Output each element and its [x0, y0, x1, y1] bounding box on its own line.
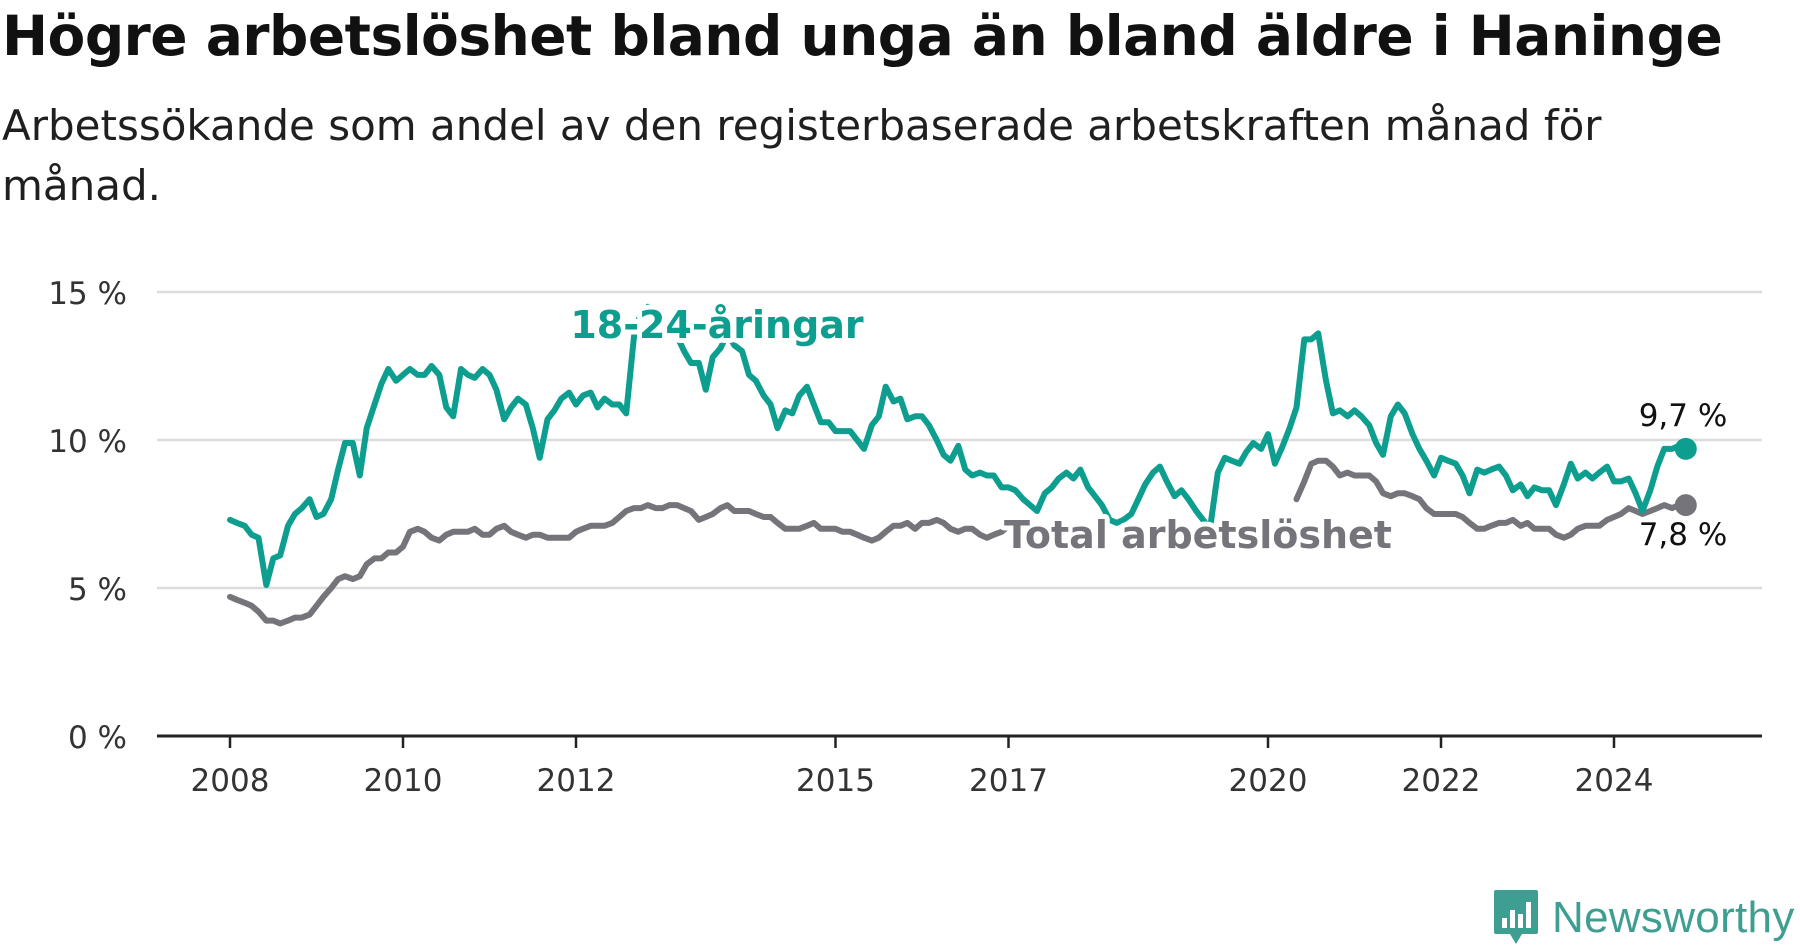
x-tick-label: 2008 [191, 763, 270, 799]
x-tick-label: 2010 [364, 763, 443, 799]
end-point-total [1674, 494, 1697, 517]
x-tick-label: 2012 [537, 763, 616, 799]
total-end-value-label: 7,8 % [1639, 517, 1728, 553]
chart-title: Högre arbetslöshet bland unga än bland ä… [2, 4, 1723, 68]
newsworthy-logo[interactable]: Newsworthy [1492, 888, 1795, 948]
end-point-youth [1674, 437, 1697, 460]
series-label-youth: 18-24-åringar [570, 303, 864, 347]
y-tick-label: 5 % [68, 572, 127, 608]
x-tick-label: 2017 [969, 763, 1048, 799]
x-tick-label: 2020 [1229, 763, 1308, 799]
newsworthy-logo-icon [1494, 890, 1538, 944]
y-tick-label: 10 % [48, 424, 127, 460]
y-axis-ticks: 0 % 5 % 10 % 15 % [48, 276, 127, 756]
y-tick-label: 0 % [68, 720, 127, 756]
series-label-total: Total arbetslöshet [1004, 513, 1392, 557]
brand-name: Newsworthy [1552, 893, 1795, 942]
y-tick-label: 15 % [48, 276, 127, 312]
series-line-youth [227, 303, 1689, 588]
x-axis-ticks: 2008 2010 2012 2015 2017 2020 2022 2024 [191, 736, 1654, 799]
series-labels: 18-24-åringar Total arbetslöshet 9,7 % 7… [565, 298, 1728, 562]
chart-subtitle: Arbetssökande som andel av den registerb… [2, 101, 1602, 210]
youth-end-value-label: 9,7 % [1639, 398, 1728, 434]
gridlines [157, 290, 1762, 590]
x-tick-label: 2022 [1402, 763, 1481, 799]
series-line-total [227, 502, 1012, 627]
x-tick-label: 2024 [1575, 763, 1654, 799]
series-lines [227, 303, 1697, 627]
x-tick-label: 2015 [796, 763, 875, 799]
series-line-total [1293, 457, 1689, 541]
